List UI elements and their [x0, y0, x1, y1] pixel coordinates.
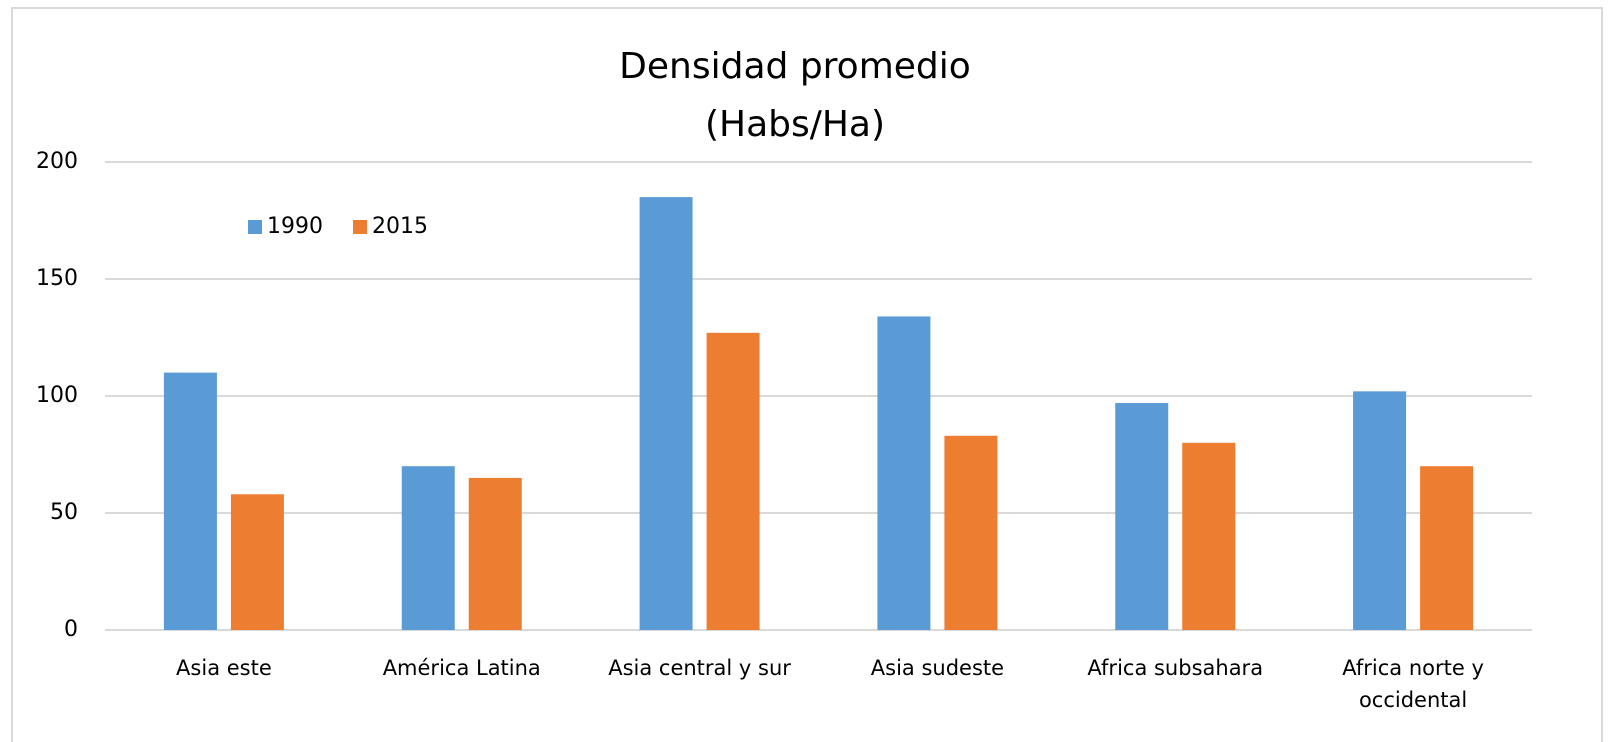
bar — [1182, 442, 1236, 630]
y-tick-label: 0 — [64, 617, 78, 642]
legend-label: 2015 — [372, 214, 428, 239]
bar — [468, 477, 522, 630]
x-tick-label: Asia sudeste — [870, 656, 1005, 680]
x-tick-label: Asia central y sur — [608, 656, 791, 680]
bar — [877, 316, 931, 630]
bar — [706, 332, 760, 630]
legend-swatch — [248, 220, 262, 234]
bar — [230, 494, 284, 630]
chart-title: Densidad promedio — [619, 46, 971, 87]
bar — [944, 435, 998, 630]
x-tick-label: Africa norte y occidental — [1342, 656, 1484, 712]
legend-swatch — [353, 220, 367, 234]
x-tick-label: Africa subsahara — [1087, 656, 1264, 680]
bar — [1420, 466, 1474, 630]
y-tick-label: 100 — [36, 383, 78, 408]
x-tick-label: América Latina — [382, 656, 541, 680]
x-tick-label: Asia este — [176, 656, 272, 680]
bar — [1353, 391, 1407, 630]
y-tick-label: 150 — [36, 266, 78, 291]
bar — [163, 372, 217, 630]
y-tick-label: 200 — [36, 149, 78, 174]
bar — [401, 466, 455, 630]
bar — [639, 197, 693, 630]
y-tick-label: 50 — [50, 500, 78, 525]
bar — [1115, 403, 1169, 630]
chart-title: (Habs/Ha) — [705, 104, 885, 145]
legend-label: 1990 — [267, 214, 323, 239]
